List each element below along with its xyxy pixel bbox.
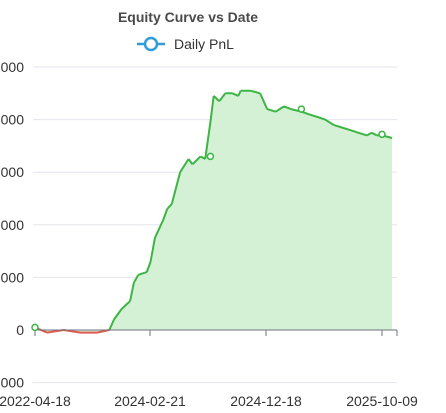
- equity-line: [108, 89, 393, 331]
- equity-area-fill: [35, 90, 393, 333]
- y-tick-label: 000: [1, 112, 25, 128]
- chart-title: Equity Curve vs Date: [118, 9, 258, 25]
- x-tick-label: 2024-02-21: [114, 393, 186, 409]
- y-tick-label: 000: [1, 59, 25, 75]
- x-tick-label: 2022-04-18: [0, 393, 71, 409]
- data-marker[interactable]: [297, 105, 306, 113]
- x-tick-label: 2025-10-09: [346, 393, 418, 409]
- markers: [31, 105, 386, 332]
- y-tick-label: 0: [16, 322, 24, 338]
- y-tick-label: 000: [1, 217, 25, 233]
- legend-label-daily-pnl: Daily PnL: [174, 36, 234, 52]
- legend-marker-icon: [143, 36, 159, 52]
- data-marker[interactable]: [378, 130, 386, 139]
- x-tick-label: 2024-12-18: [230, 393, 302, 409]
- y-tick-label: 000: [1, 164, 25, 180]
- data-marker[interactable]: [31, 323, 39, 332]
- x-axis: 2022-04-18 2024-02-21 2024-12-18 2025-10-09: [0, 329, 418, 409]
- y-tick-label: 000: [1, 375, 25, 391]
- data-marker[interactable]: [206, 152, 215, 161]
- plot-area: [34, 89, 393, 334]
- y-tick-label: 000: [1, 269, 25, 285]
- legend[interactable]: Daily PnL: [137, 36, 234, 52]
